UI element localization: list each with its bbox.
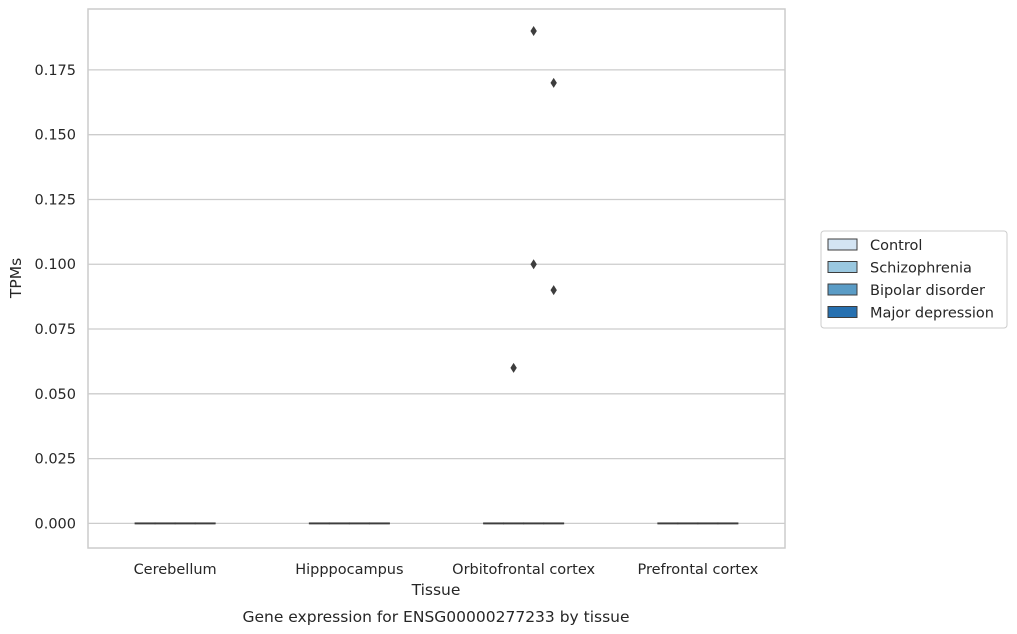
outlier-point: [550, 285, 557, 296]
legend-swatch: [827, 238, 858, 251]
legend-frame: [820, 230, 1008, 329]
y-tick-label: 0.075: [34, 322, 76, 338]
grid: [88, 69, 785, 525]
x-tick-label: Cerebellum: [134, 562, 217, 578]
legend-label: Bipolar disorder: [870, 283, 985, 299]
x-tick-label: Orbitofrontal cortex: [452, 562, 595, 578]
outlier-point: [510, 362, 517, 373]
y-tick-label: 0.000: [34, 516, 76, 532]
y-tick-labels: 0.000 0.025 0.050 0.075 0.100 0.125 0.150 0.175: [34, 63, 76, 532]
y-tick-label: 0.125: [34, 192, 76, 208]
x-tick-labels: Cerebellum Hipppocampus Orbitofrontal cort…: [134, 562, 759, 578]
boxes: [134, 522, 739, 525]
y-tick-label: 0.150: [34, 128, 76, 144]
y-axis-label: TPMs: [7, 258, 25, 299]
x-axis-label: Tissue: [411, 581, 461, 599]
legend-label: Control: [870, 238, 922, 254]
y-tick-label: 0.025: [34, 452, 76, 468]
x-tick-label: Prefrontal cortex: [637, 562, 758, 578]
x-tick-label: Hipppocampus: [295, 562, 403, 578]
outlier-point: [550, 77, 557, 88]
legend-swatch: [827, 306, 858, 318]
y-tick-label: 0.175: [34, 63, 76, 79]
outlier-point: [530, 26, 537, 37]
legend-label: Major depression: [870, 306, 994, 322]
chart-caption: Gene expression for ENSG00000277233 by t…: [242, 608, 629, 626]
legend-swatch: [827, 261, 858, 273]
y-tick-label: 0.050: [34, 387, 76, 403]
y-tick-label: 0.100: [34, 257, 76, 273]
legend-label: Schizophrenia: [870, 261, 972, 277]
outlier-point: [530, 259, 537, 270]
outliers: [510, 26, 557, 373]
legend-swatch: [827, 283, 858, 296]
plot-frame: [87, 8, 786, 549]
legend: Control Schizophrenia Bipolar disorder Majo…: [820, 230, 1008, 329]
